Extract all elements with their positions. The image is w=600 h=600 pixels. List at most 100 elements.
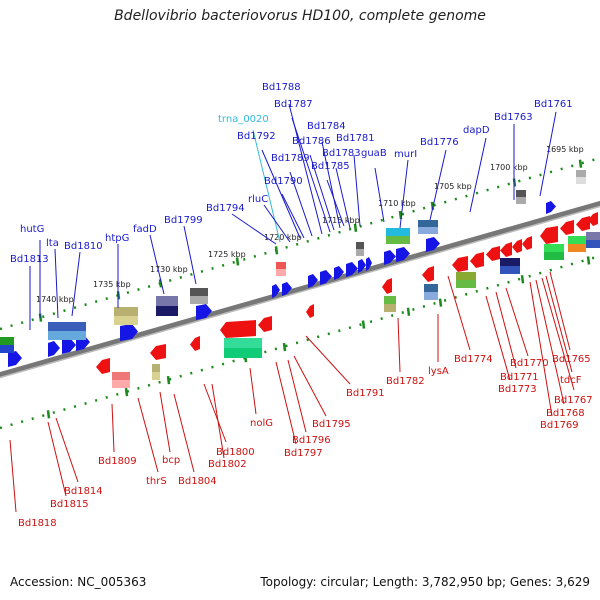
kbp-label: 1700 kbp xyxy=(490,163,528,172)
leader-line xyxy=(541,277,575,391)
gene-block xyxy=(276,269,286,276)
kbp-label: 1695 kbp xyxy=(546,145,584,154)
gene-label: Bd1788 xyxy=(262,82,301,93)
gene-label: Bd1785 xyxy=(311,161,350,172)
leader-line xyxy=(231,213,277,245)
leader-line xyxy=(353,154,361,227)
leader-line xyxy=(326,179,345,227)
leader-line xyxy=(549,271,571,351)
gene-arrow xyxy=(522,236,532,250)
leader-line xyxy=(335,167,351,229)
gene-block xyxy=(190,288,208,296)
ruler-tick xyxy=(124,387,129,397)
gene-arrow xyxy=(540,226,558,244)
gene-label: Bd1799 xyxy=(164,215,203,226)
gene-label: lta xyxy=(46,238,59,249)
gene-arrow xyxy=(382,278,392,294)
gene-arrow xyxy=(486,246,500,261)
leader-line xyxy=(399,159,409,229)
gene-label: hutG xyxy=(20,224,44,235)
gene-block xyxy=(114,307,138,316)
backbone-line-shadow xyxy=(0,205,600,379)
leader-line xyxy=(469,137,487,213)
gene-label: Bd1781 xyxy=(336,133,375,144)
gene-label: tdcF xyxy=(560,375,582,386)
leader-line xyxy=(505,287,529,357)
leader-line xyxy=(289,171,313,237)
gene-block xyxy=(544,252,564,260)
leader-line xyxy=(149,234,165,295)
leader-line xyxy=(291,117,331,233)
leader-line xyxy=(71,251,81,317)
gene-label: Bd1765 xyxy=(552,354,591,365)
gene-label: Bd1776 xyxy=(420,137,459,148)
gene-label: Bd1809 xyxy=(98,456,137,467)
gene-arrow xyxy=(308,274,318,288)
gene-label: Bd1768 xyxy=(546,408,585,419)
leader-line xyxy=(447,275,471,351)
ruler-tick xyxy=(406,307,411,316)
leader-line xyxy=(287,359,307,433)
gene-block xyxy=(156,296,178,306)
gene-block xyxy=(424,292,438,300)
gene-block xyxy=(568,244,586,252)
leader-line xyxy=(249,367,257,415)
gene-block xyxy=(500,258,520,266)
gene-arrow xyxy=(96,358,110,374)
gene-arrow xyxy=(346,262,358,277)
kbp-labels: 1740 kbp 1735 kbp 1730 kbp 1725 kbp 1720 kbp… xyxy=(36,145,584,304)
leader-line xyxy=(374,167,385,223)
gene-label: bcp xyxy=(162,455,180,466)
gene-arrow xyxy=(366,257,372,271)
gene-arrow xyxy=(220,320,256,338)
gene-label: Bd1802 xyxy=(208,459,247,470)
leader-line xyxy=(495,291,517,369)
gene-block xyxy=(568,236,586,244)
ruler-tick xyxy=(520,275,525,284)
ruler-tick xyxy=(586,256,591,265)
gene-block xyxy=(384,304,396,312)
gene-block xyxy=(576,170,586,177)
leader-line xyxy=(397,317,401,373)
ruler-tick xyxy=(166,375,171,385)
gene-arrow xyxy=(48,341,60,357)
leader-line xyxy=(211,383,225,459)
gene-block xyxy=(112,380,130,388)
gene-arrow xyxy=(500,242,512,257)
gene-arrow xyxy=(426,237,440,252)
gene-label: dapD xyxy=(463,125,490,136)
gene-label: Bd1796 xyxy=(292,435,331,446)
gene-block xyxy=(586,240,600,248)
gene-label: Bd1773 xyxy=(498,384,537,395)
kbp-label: 1730 kbp xyxy=(150,265,188,274)
gene-block xyxy=(418,220,438,227)
leader-line xyxy=(545,275,573,373)
gene-block xyxy=(152,372,160,380)
gene-block xyxy=(224,338,262,348)
gene-arrow xyxy=(120,324,138,341)
leader-line xyxy=(55,417,79,483)
gene-block xyxy=(544,244,564,252)
gene-label: Bd1797 xyxy=(284,448,323,459)
leader-line xyxy=(9,439,17,513)
gene-block xyxy=(386,236,410,244)
gene-label: Bd1810 xyxy=(64,241,103,252)
gene-label: trna_0020 xyxy=(218,114,269,125)
gene-label: Bd1789 xyxy=(271,153,310,164)
gene-label: Bd1804 xyxy=(178,476,217,487)
gene-label: Bd1784 xyxy=(307,121,346,132)
gene-label: Bd1770 xyxy=(510,358,549,369)
gene-block xyxy=(500,266,520,274)
leader-line xyxy=(305,335,351,385)
gene-block xyxy=(156,306,178,316)
gene-block xyxy=(516,190,526,197)
gene-arrow xyxy=(150,344,166,360)
kbp-label: 1710 kbp xyxy=(378,199,416,208)
gene-arrow xyxy=(190,336,200,351)
gene-label: Bd1782 xyxy=(386,376,425,387)
gene-arrow xyxy=(62,338,76,354)
kbp-label: 1720 kbp xyxy=(264,233,302,242)
gene-arrow xyxy=(546,201,556,214)
leader-line xyxy=(173,393,195,473)
